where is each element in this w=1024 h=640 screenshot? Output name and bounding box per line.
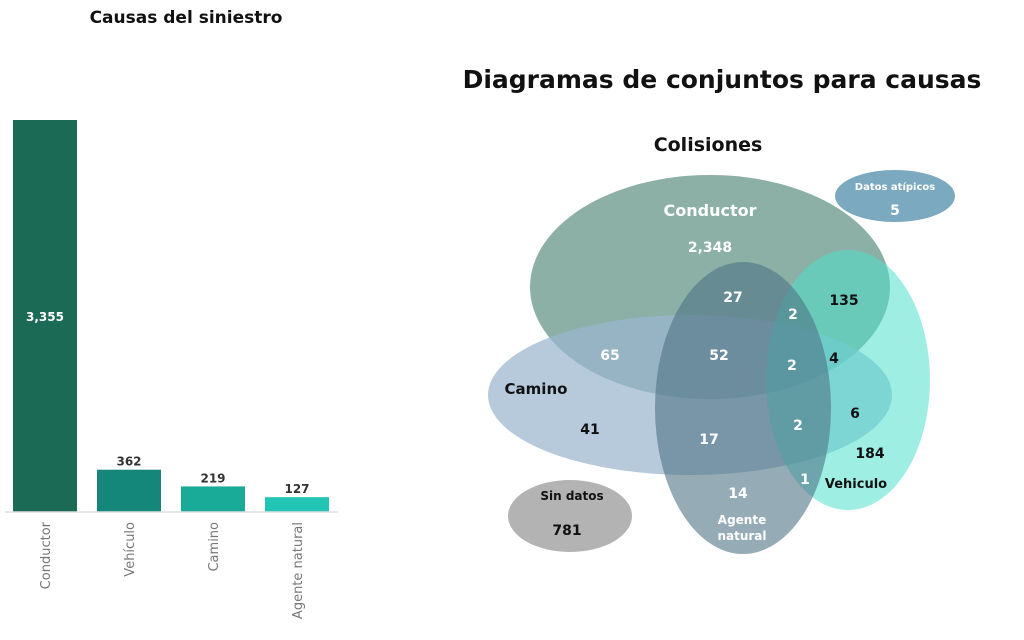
venn-title: Diagramas de conjuntos para causas (463, 65, 982, 94)
region-value: 1 (800, 472, 810, 488)
region-value: 41 (580, 422, 599, 438)
region-value: 184 (855, 446, 884, 462)
bar-2 (181, 486, 245, 512)
region-value: 2 (788, 307, 798, 323)
bar-value-label: 3,355 (26, 310, 64, 324)
bar-chart: 3,355 Conductor 362 Vehículo 219 Camino 127 Age… (13, 120, 329, 619)
set-label-conductor: Conductor (664, 201, 757, 220)
x-tick-label: Camino (207, 522, 222, 572)
region-value: 2,348 (688, 240, 732, 256)
set-label-vehiculo: Vehiculo (825, 477, 887, 492)
sin-datos-label: Sin datos (540, 489, 603, 503)
region-value: 27 (723, 290, 742, 306)
x-tick-label: Vehículo (123, 522, 138, 577)
region-value: 14 (728, 486, 748, 502)
region-value: 6 (850, 406, 860, 422)
sin-datos-bubble (508, 480, 632, 552)
datos-atipicos-bubble (835, 170, 955, 222)
datos-atipicos-value: 5 (890, 203, 900, 219)
bar-3 (265, 497, 329, 512)
region-value: 52 (709, 348, 728, 364)
region-value: 17 (699, 432, 718, 448)
datos-atipicos-label: Datos atípicos (855, 181, 935, 193)
sin-datos-value: 781 (552, 523, 581, 539)
set-label-camino: Camino (505, 380, 568, 398)
bar-1 (97, 469, 161, 512)
bar-value-label: 362 (116, 455, 141, 469)
region-value: 135 (829, 293, 858, 309)
bar-chart-title: Causas del siniestro (90, 8, 283, 28)
set-label-agente-2: natural (717, 529, 766, 543)
bar-0 (13, 120, 77, 512)
region-value: 65 (600, 348, 619, 364)
set-label-agente-1: Agente (718, 513, 766, 527)
bar-value-label: 127 (284, 482, 309, 496)
region-value: 2 (787, 358, 797, 374)
region-value: 4 (829, 351, 839, 367)
bar-value-label: 219 (200, 471, 225, 485)
region-value: 2 (793, 418, 803, 434)
x-tick-label: Agente natural (291, 522, 306, 619)
venn-subtitle: Colisiones (654, 134, 763, 156)
set-agente-natural (655, 262, 831, 554)
x-tick-label: Conductor (39, 521, 54, 589)
